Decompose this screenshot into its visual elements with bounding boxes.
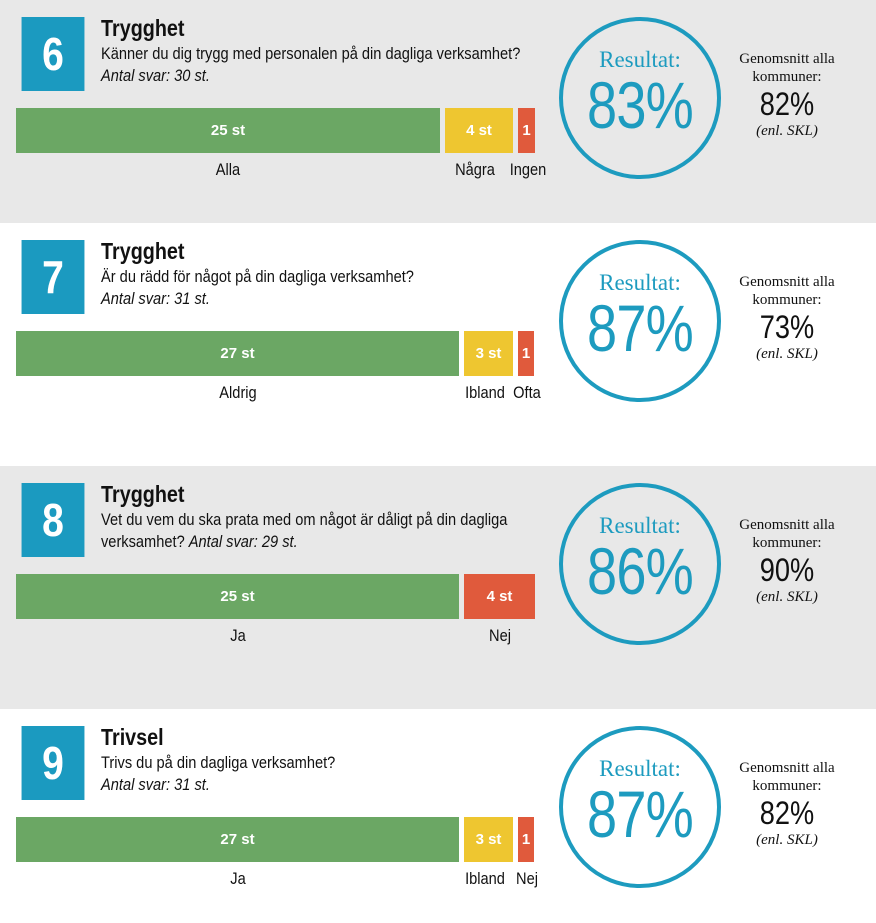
question-title: Trygghet xyxy=(101,15,185,41)
stacked-bar: 27 st 3 st 1 xyxy=(16,817,535,862)
question-number-badge: 8 xyxy=(21,483,85,557)
average-value: 82% xyxy=(759,795,815,831)
bar-segment-ibland: 3 st xyxy=(464,817,513,862)
stacked-bar: 25 st 4 st xyxy=(16,574,535,619)
national-average: Genomsnitt alla kommuner: 82% (enl. SKL) xyxy=(727,50,847,140)
result-circle: Resultat: 87% xyxy=(559,240,721,402)
category-label: Ja xyxy=(229,626,246,645)
result-circle: Resultat: 83% xyxy=(559,17,721,179)
result-value: 86% xyxy=(587,534,694,608)
result-value: 83% xyxy=(587,68,694,142)
result-label: Resultat: xyxy=(599,270,681,295)
bar-segment-nej: 1 xyxy=(518,817,534,862)
bar-value-label: 3 st xyxy=(475,831,502,848)
result-value: 87% xyxy=(587,291,694,365)
question-prompt: Trivs du på din dagliga verksamhet? xyxy=(101,753,336,772)
bar-segment-ibland: 3 st xyxy=(464,331,513,376)
result-circle: Resultat: 86% xyxy=(559,483,721,645)
national-average: Genomsnitt alla kommuner: 82% (enl. SKL) xyxy=(727,759,847,849)
average-value: 90% xyxy=(759,552,815,588)
stacked-bar: 25 st 4 st 1 xyxy=(16,108,535,153)
category-label: Nej xyxy=(488,626,511,645)
bar-value-label: 3 st xyxy=(475,345,502,362)
category-label: Alla xyxy=(215,160,241,179)
average-source: (enl. SKL) xyxy=(756,123,818,139)
response-count: Antal svar: 31 st. xyxy=(101,289,210,308)
category-label: Ingen xyxy=(509,160,546,179)
question-panel: 6 Trygghet Känner du dig trygg med persona… xyxy=(0,0,876,223)
stacked-bar: 27 st 3 st 1 xyxy=(16,331,535,376)
bar-value-label: 27 st xyxy=(220,831,255,848)
category-label: Ofta xyxy=(513,383,541,402)
result-circle: Resultat: 87% xyxy=(559,726,721,888)
bar-value-label: 25 st xyxy=(220,588,255,605)
question-number-badge: 6 xyxy=(21,17,85,91)
bar-segment-aldrig: 27 st xyxy=(16,331,459,376)
category-label: Några xyxy=(455,160,495,179)
average-label: Genomsnitt alla kommuner: xyxy=(739,274,835,308)
response-count: Antal svar: 29 st. xyxy=(188,532,298,551)
result-value: 87% xyxy=(587,777,694,851)
question-panel: 7 Trygghet Är du rädd för något på din dag… xyxy=(0,223,876,466)
bar-value-label: 4 st xyxy=(486,588,513,605)
bar-value-label: 1 xyxy=(521,831,531,848)
average-label: Genomsnitt alla kommuner: xyxy=(739,760,835,794)
bar-segment-nej: 4 st xyxy=(464,574,535,619)
bar-segment-ja: 27 st xyxy=(16,817,459,862)
question-number-badge: 7 xyxy=(21,240,85,314)
question-title: Trygghet xyxy=(101,238,185,264)
result-label: Resultat: xyxy=(599,47,681,72)
bar-segment-ofta: 1 xyxy=(518,331,534,376)
question-text: Känner du dig trygg med personalen på di… xyxy=(101,43,548,87)
average-label: Genomsnitt alla kommuner: xyxy=(739,51,835,85)
question-text: Vet du vem du ska prata med om något är … xyxy=(101,509,548,553)
question-title: Trivsel xyxy=(101,724,164,750)
result-label: Resultat: xyxy=(599,513,681,538)
average-source: (enl. SKL) xyxy=(756,346,818,362)
bar-value-label: 27 st xyxy=(220,345,255,362)
bar-value-label: 1 xyxy=(521,345,531,362)
result-label: Resultat: xyxy=(599,756,681,781)
category-label: Ibland xyxy=(464,869,505,888)
bar-value-label: 25 st xyxy=(210,122,246,139)
response-count: Antal svar: 31 st. xyxy=(101,775,210,794)
national-average: Genomsnitt alla kommuner: 73% (enl. SKL) xyxy=(727,273,847,363)
question-prompt: Känner du dig trygg med personalen på di… xyxy=(101,44,521,63)
bar-segment-ja: 25 st xyxy=(16,574,459,619)
average-source: (enl. SKL) xyxy=(756,832,818,848)
question-prompt: Vet du vem du ska prata med om något är … xyxy=(101,510,508,551)
question-panel: 8 Trygghet Vet du vem du ska prata med om … xyxy=(0,466,876,709)
average-value: 82% xyxy=(759,86,815,122)
category-label: Ja xyxy=(229,869,246,888)
question-panel: 9 Trivsel Trivs du på din dagliga verksamh… xyxy=(0,709,876,923)
national-average: Genomsnitt alla kommuner: 90% (enl. SKL) xyxy=(727,516,847,606)
average-source: (enl. SKL) xyxy=(756,589,818,605)
question-text: Trivs du på din dagliga verksamhet? Antal… xyxy=(101,752,548,796)
bar-value-label: 1 xyxy=(522,122,531,139)
bar-segment-ingen: 1 xyxy=(518,108,535,153)
question-number-badge: 9 xyxy=(21,726,85,800)
category-label: Ibland xyxy=(464,383,505,402)
question-text: Är du rädd för något på din dagliga verk… xyxy=(101,266,548,310)
bar-value-label: 4 st xyxy=(466,122,492,139)
average-label: Genomsnitt alla kommuner: xyxy=(739,517,835,551)
bar-segment-alla: 25 st xyxy=(16,108,440,153)
category-label: Aldrig xyxy=(218,383,257,402)
category-label: Nej xyxy=(516,869,538,888)
bar-segment-några: 4 st xyxy=(445,108,513,153)
question-title: Trygghet xyxy=(101,481,185,507)
question-prompt: Är du rädd för något på din dagliga verk… xyxy=(101,267,414,286)
response-count: Antal svar: 30 st. xyxy=(101,66,210,85)
average-value: 73% xyxy=(759,309,815,345)
